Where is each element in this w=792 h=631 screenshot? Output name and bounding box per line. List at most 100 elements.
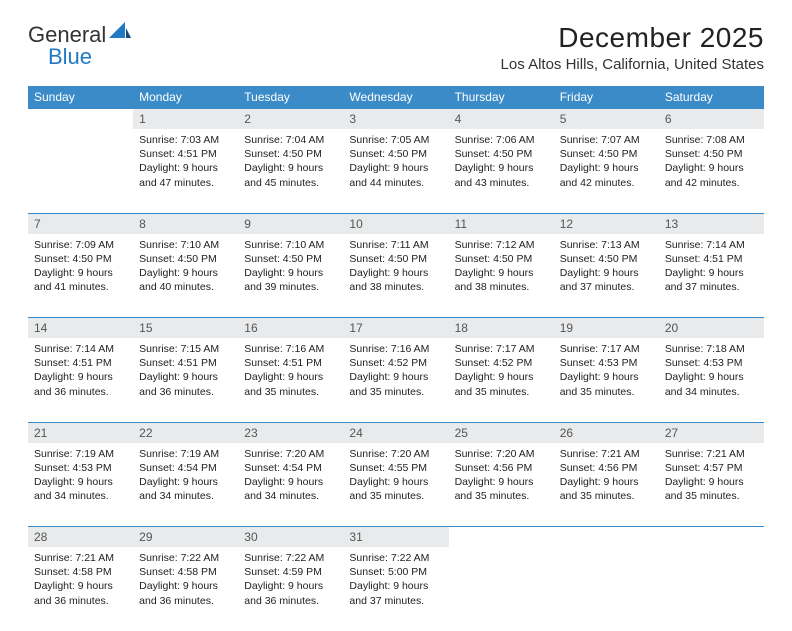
day-info-line: Daylight: 9 hours and 47 minutes. xyxy=(139,161,232,189)
col-wednesday: Wednesday xyxy=(343,86,448,109)
day-number: 10 xyxy=(343,213,448,234)
day-info-line: Sunset: 4:51 PM xyxy=(139,356,232,370)
day-info-line: Daylight: 9 hours and 42 minutes. xyxy=(665,161,758,189)
day-info-line: Sunrise: 7:17 AM xyxy=(560,342,653,356)
col-tuesday: Tuesday xyxy=(238,86,343,109)
day-info-line: Sunset: 4:50 PM xyxy=(34,252,127,266)
day-number: 4 xyxy=(449,109,554,130)
day-info-line: Sunrise: 7:16 AM xyxy=(244,342,337,356)
day-content-row: Sunrise: 7:09 AMSunset: 4:50 PMDaylight:… xyxy=(28,234,764,318)
day-info-line: Daylight: 9 hours and 35 minutes. xyxy=(665,475,758,503)
day-info-line: Daylight: 9 hours and 39 minutes. xyxy=(244,266,337,294)
day-info-line: Sunrise: 7:20 AM xyxy=(244,447,337,461)
day-number: 31 xyxy=(343,527,448,548)
day-info-line: Daylight: 9 hours and 35 minutes. xyxy=(560,370,653,398)
day-info-line: Sunset: 4:58 PM xyxy=(139,565,232,579)
day-info-line: Sunrise: 7:05 AM xyxy=(349,133,442,147)
day-cell: Sunrise: 7:08 AMSunset: 4:50 PMDaylight:… xyxy=(659,129,764,213)
day-info-line: Sunrise: 7:22 AM xyxy=(244,551,337,565)
day-info-line: Sunrise: 7:22 AM xyxy=(139,551,232,565)
day-info-line: Sunrise: 7:20 AM xyxy=(455,447,548,461)
day-info-line: Sunset: 4:58 PM xyxy=(34,565,127,579)
day-number-row: 123456 xyxy=(28,109,764,130)
day-cell: Sunrise: 7:10 AMSunset: 4:50 PMDaylight:… xyxy=(238,234,343,318)
day-info-line: Daylight: 9 hours and 36 minutes. xyxy=(139,370,232,398)
day-info-line: Sunset: 4:50 PM xyxy=(244,252,337,266)
day-info-line: Daylight: 9 hours and 34 minutes. xyxy=(139,475,232,503)
calendar-table: Sunday Monday Tuesday Wednesday Thursday… xyxy=(28,86,764,631)
day-info-line: Sunset: 4:50 PM xyxy=(349,147,442,161)
day-number: 11 xyxy=(449,213,554,234)
day-info-line: Sunset: 4:56 PM xyxy=(560,461,653,475)
col-saturday: Saturday xyxy=(659,86,764,109)
day-info-line: Sunrise: 7:13 AM xyxy=(560,238,653,252)
page-title: December 2025 xyxy=(501,22,764,54)
day-cell: Sunrise: 7:16 AMSunset: 4:52 PMDaylight:… xyxy=(343,338,448,422)
day-number: 25 xyxy=(449,422,554,443)
day-info-line: Sunset: 4:50 PM xyxy=(455,252,548,266)
day-cell: Sunrise: 7:12 AMSunset: 4:50 PMDaylight:… xyxy=(449,234,554,318)
day-info-line: Daylight: 9 hours and 35 minutes. xyxy=(349,475,442,503)
col-sunday: Sunday xyxy=(28,86,133,109)
day-cell xyxy=(554,547,659,631)
day-number: 9 xyxy=(238,213,343,234)
day-info-line: Sunset: 4:56 PM xyxy=(455,461,548,475)
day-info-line: Sunset: 4:53 PM xyxy=(34,461,127,475)
day-info-line: Sunrise: 7:19 AM xyxy=(34,447,127,461)
day-info-line: Daylight: 9 hours and 34 minutes. xyxy=(244,475,337,503)
day-cell: Sunrise: 7:05 AMSunset: 4:50 PMDaylight:… xyxy=(343,129,448,213)
day-number xyxy=(659,527,764,548)
day-info-line: Sunset: 4:55 PM xyxy=(349,461,442,475)
day-info-line: Sunrise: 7:09 AM xyxy=(34,238,127,252)
day-cell: Sunrise: 7:04 AMSunset: 4:50 PMDaylight:… xyxy=(238,129,343,213)
day-number: 14 xyxy=(28,318,133,339)
day-number: 20 xyxy=(659,318,764,339)
day-cell: Sunrise: 7:20 AMSunset: 4:54 PMDaylight:… xyxy=(238,443,343,527)
day-number xyxy=(554,527,659,548)
day-info-line: Sunrise: 7:03 AM xyxy=(139,133,232,147)
day-number: 22 xyxy=(133,422,238,443)
day-info-line: Sunset: 4:50 PM xyxy=(665,147,758,161)
day-info-line: Sunset: 4:50 PM xyxy=(560,252,653,266)
day-cell: Sunrise: 7:18 AMSunset: 4:53 PMDaylight:… xyxy=(659,338,764,422)
day-info-line: Sunrise: 7:10 AM xyxy=(139,238,232,252)
day-cell: Sunrise: 7:17 AMSunset: 4:53 PMDaylight:… xyxy=(554,338,659,422)
day-info-line: Sunset: 4:51 PM xyxy=(244,356,337,370)
day-cell: Sunrise: 7:13 AMSunset: 4:50 PMDaylight:… xyxy=(554,234,659,318)
col-thursday: Thursday xyxy=(449,86,554,109)
day-info-line: Daylight: 9 hours and 36 minutes. xyxy=(244,579,337,607)
day-info-line: Sunrise: 7:04 AM xyxy=(244,133,337,147)
day-info-line: Daylight: 9 hours and 36 minutes. xyxy=(34,579,127,607)
day-info-line: Sunrise: 7:14 AM xyxy=(665,238,758,252)
day-cell: Sunrise: 7:17 AMSunset: 4:52 PMDaylight:… xyxy=(449,338,554,422)
day-number xyxy=(28,109,133,130)
day-number: 30 xyxy=(238,527,343,548)
day-cell: Sunrise: 7:20 AMSunset: 4:55 PMDaylight:… xyxy=(343,443,448,527)
logo-text-2: Blue xyxy=(48,44,92,70)
day-info-line: Sunset: 4:50 PM xyxy=(349,252,442,266)
day-cell: Sunrise: 7:14 AMSunset: 4:51 PMDaylight:… xyxy=(28,338,133,422)
day-info-line: Sunset: 5:00 PM xyxy=(349,565,442,579)
day-info-line: Daylight: 9 hours and 41 minutes. xyxy=(34,266,127,294)
day-info-line: Sunrise: 7:20 AM xyxy=(349,447,442,461)
day-number: 2 xyxy=(238,109,343,130)
day-info-line: Daylight: 9 hours and 36 minutes. xyxy=(139,579,232,607)
day-info-line: Daylight: 9 hours and 36 minutes. xyxy=(34,370,127,398)
day-content-row: Sunrise: 7:19 AMSunset: 4:53 PM Daylight:… xyxy=(28,443,764,527)
day-info-line: Sunset: 4:53 PM xyxy=(665,356,758,370)
day-info-line: Sunset: 4:53 PM xyxy=(560,356,653,370)
day-cell: Sunrise: 7:14 AMSunset: 4:51 PMDaylight:… xyxy=(659,234,764,318)
day-number xyxy=(449,527,554,548)
day-cell: Sunrise: 7:22 AMSunset: 4:59 PMDaylight:… xyxy=(238,547,343,631)
day-number: 15 xyxy=(133,318,238,339)
day-number: 12 xyxy=(554,213,659,234)
day-number-row: 28293031 xyxy=(28,527,764,548)
day-cell: Sunrise: 7:09 AMSunset: 4:50 PMDaylight:… xyxy=(28,234,133,318)
day-number-row: 78910111213 xyxy=(28,213,764,234)
day-info-line: Sunrise: 7:15 AM xyxy=(139,342,232,356)
day-info-line: Sunset: 4:51 PM xyxy=(665,252,758,266)
day-info-line: Sunrise: 7:14 AM xyxy=(34,342,127,356)
day-number: 17 xyxy=(343,318,448,339)
day-info-line: Sunrise: 7:07 AM xyxy=(560,133,653,147)
day-info-line: Daylight: 9 hours and 45 minutes. xyxy=(244,161,337,189)
